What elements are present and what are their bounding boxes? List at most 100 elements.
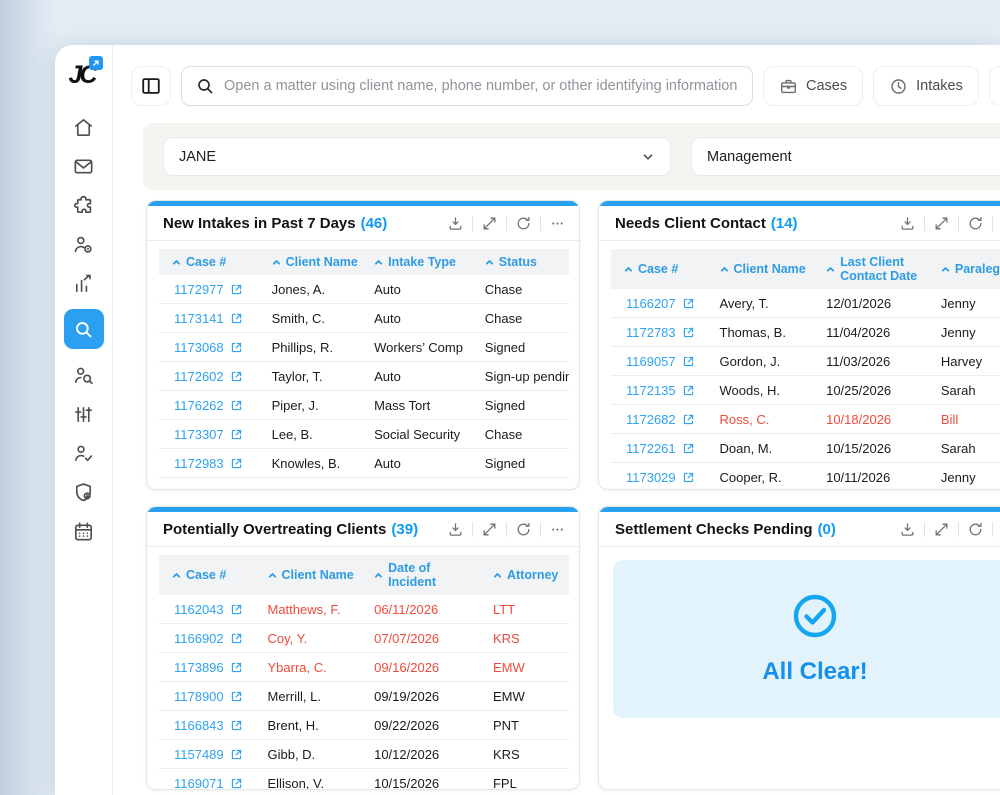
case-link[interactable]: 1172602 <box>174 369 224 384</box>
external-link-icon[interactable] <box>230 632 243 645</box>
case-link[interactable]: 1173141 <box>174 311 224 326</box>
external-link-icon[interactable] <box>682 442 695 455</box>
column-header-incident-date[interactable]: Date of Incident <box>368 555 487 595</box>
case-link[interactable]: 1173068 <box>174 340 224 355</box>
paralegal-cell: Bill <box>934 404 1000 434</box>
more-icon <box>552 222 563 225</box>
table-row: 1169071 Ellison, V. 10/15/2026 FPL <box>159 768 569 790</box>
sidebar-toggle-button[interactable] <box>131 66 171 106</box>
refresh-button[interactable] <box>967 215 984 232</box>
case-link[interactable]: 1172135 <box>626 383 676 398</box>
view-select[interactable]: Management <box>691 137 1000 176</box>
case-link[interactable]: 1166902 <box>174 631 224 646</box>
external-link-icon[interactable] <box>230 428 243 441</box>
case-link[interactable]: 1173307 <box>174 427 224 442</box>
sidebar-item-home[interactable] <box>65 114 103 140</box>
external-link-icon[interactable] <box>682 355 695 368</box>
expand-button[interactable] <box>481 215 498 232</box>
logo-arrow-icon <box>89 56 104 70</box>
column-header-status[interactable]: Status <box>478 249 569 275</box>
external-link-icon[interactable] <box>230 457 243 470</box>
case-link[interactable]: 1166843 <box>174 718 224 733</box>
case-link[interactable]: 1172682 <box>626 412 676 427</box>
calendar-icon <box>75 522 92 540</box>
sidebar-item-search[interactable] <box>63 309 104 349</box>
matter-search-input[interactable] <box>224 78 739 94</box>
sidebar-item-calendar[interactable] <box>65 518 103 544</box>
sidebar-item-assignments[interactable] <box>65 440 103 466</box>
external-link-icon[interactable] <box>230 690 243 703</box>
case-link[interactable]: 1172983 <box>174 456 224 471</box>
column-header-attorney[interactable]: Attorney <box>486 555 569 595</box>
case-link[interactable]: 1169057 <box>626 354 676 369</box>
more-button[interactable] <box>549 521 566 538</box>
external-link-icon[interactable] <box>230 312 243 325</box>
sidebar-item-clients[interactable] <box>65 231 103 257</box>
external-link-icon[interactable] <box>230 399 243 412</box>
intakes-button[interactable]: Intakes <box>873 66 979 106</box>
column-header-client[interactable]: Client Name <box>265 249 369 275</box>
external-link-icon[interactable] <box>682 326 695 339</box>
more-button[interactable] <box>549 215 566 232</box>
column-header-case[interactable]: Case # <box>159 249 266 275</box>
external-link-icon[interactable] <box>230 370 243 383</box>
sort-caret-icon <box>624 265 633 274</box>
download-icon <box>901 217 914 230</box>
case-link[interactable]: 1172977 <box>174 282 224 297</box>
case-link[interactable]: 1169071 <box>174 776 224 790</box>
external-link-icon[interactable] <box>230 283 243 296</box>
refresh-button[interactable] <box>515 215 532 232</box>
column-header-case[interactable]: Case # <box>159 555 262 595</box>
sidebar-item-filters[interactable] <box>65 401 103 427</box>
column-header-case[interactable]: Case # <box>611 249 714 289</box>
sidebar-item-client-search[interactable] <box>65 362 103 388</box>
sidebar-item-analytics[interactable] <box>65 270 103 296</box>
case-link[interactable]: 1173029 <box>626 470 676 485</box>
case-link[interactable]: 1178900 <box>174 689 224 704</box>
external-link-icon[interactable] <box>682 471 695 484</box>
sidebar-item-security[interactable] <box>65 479 103 505</box>
download-button[interactable] <box>899 521 916 538</box>
search-icon <box>76 321 92 337</box>
column-header-client[interactable]: Client Name <box>261 555 369 595</box>
external-link-icon[interactable] <box>230 661 243 674</box>
expand-button[interactable] <box>933 521 950 538</box>
column-header-paralegal[interactable]: Paralegal <box>934 249 1000 289</box>
external-link-icon[interactable] <box>230 341 243 354</box>
download-button[interactable] <box>447 521 464 538</box>
sidebar-item-mail[interactable] <box>65 153 103 179</box>
case-link[interactable]: 1166207 <box>626 296 676 311</box>
client-name-cell: Doan, M. <box>713 433 821 463</box>
client-name-cell: Woods, H. <box>713 375 821 405</box>
column-header-last-contact[interactable]: Last Client Contact Date <box>820 249 935 289</box>
expand-button[interactable] <box>481 521 498 538</box>
refresh-button[interactable] <box>967 521 984 538</box>
matter-search <box>181 66 753 106</box>
case-link[interactable]: 1173896 <box>174 660 224 675</box>
external-link-icon[interactable] <box>230 719 243 732</box>
sidebar-item-integrations[interactable] <box>65 192 103 218</box>
external-link-icon[interactable] <box>230 777 243 789</box>
user-select[interactable]: JANE <box>163 137 671 176</box>
external-link-icon[interactable] <box>682 384 695 397</box>
find-matter-button[interactable] <box>988 66 1000 106</box>
column-header-client[interactable]: Client Name <box>713 249 821 289</box>
sort-caret-icon <box>172 258 181 267</box>
external-link-icon[interactable] <box>682 413 695 426</box>
case-link[interactable]: 1157489 <box>174 747 224 762</box>
client-name-cell: Coy, Y. <box>261 623 369 653</box>
external-link-icon[interactable] <box>230 603 243 616</box>
column-header-intake-type[interactable]: Intake Type <box>368 249 479 275</box>
case-link[interactable]: 1172783 <box>626 325 676 340</box>
external-link-icon[interactable] <box>230 748 243 761</box>
external-link-icon[interactable] <box>682 297 695 310</box>
status-cell: Chase <box>478 275 569 304</box>
download-button[interactable] <box>899 215 916 232</box>
case-link[interactable]: 1176262 <box>174 398 224 413</box>
case-link[interactable]: 1162043 <box>174 602 224 617</box>
expand-button[interactable] <box>933 215 950 232</box>
refresh-button[interactable] <box>515 521 532 538</box>
case-link[interactable]: 1172261 <box>626 441 676 456</box>
cases-button[interactable]: Cases <box>763 66 864 106</box>
download-button[interactable] <box>447 215 464 232</box>
